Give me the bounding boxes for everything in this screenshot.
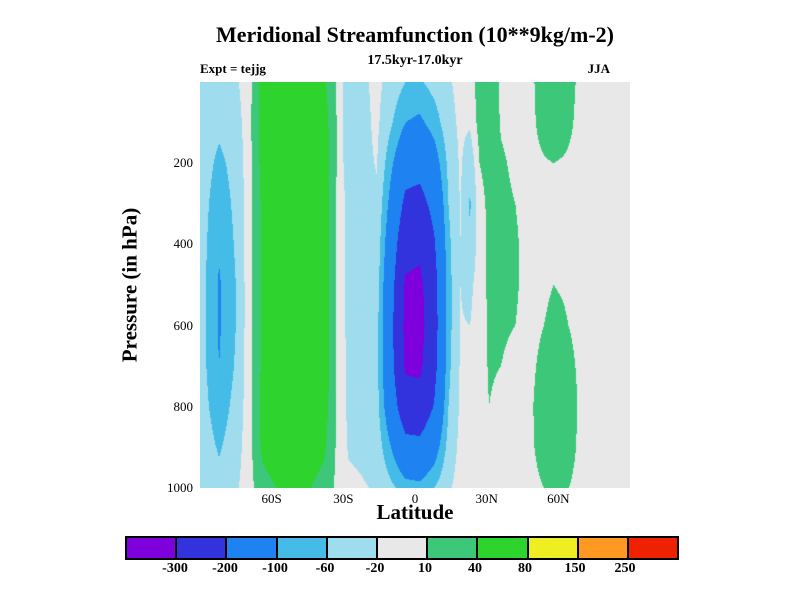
chart-subtitle: 17.5kyr-17.0kyr [367,53,463,68]
contour-field [200,82,630,488]
colorbar-tick-label: -100 [262,561,288,576]
colorbar-tick-label: 10 [418,561,432,576]
x-axis-title: Latitude [376,500,454,524]
chart-title: Meridional Streamfunction (10**9kg/m-2) [215,22,614,47]
colorbar-cell [526,538,577,558]
colorbar-tick-label: -20 [365,561,385,576]
colorbar-tick-label: 40 [468,561,482,576]
colorbar-tick-label: -300 [162,561,188,576]
colorbar [125,536,679,560]
colorbar-cell [426,538,477,558]
colorbar-cell [127,538,176,558]
y-tick-label: 1000 [167,480,193,495]
colorbar-tick-label: 250 [614,561,636,576]
colorbar-cell [476,538,527,558]
colorbar-tick-label: 80 [518,561,532,576]
colorbar-cell [375,538,427,558]
y-axis-title: Pressure (in hPa) [117,207,142,363]
colorbar-tick-label: -200 [212,561,238,576]
season-label: JJA [587,61,610,76]
colorbar-cell [175,538,226,558]
colorbar-cell [325,538,376,558]
y-tick-label: 800 [173,398,194,414]
x-tick-label: 30S [333,491,354,506]
y-tick-label: 600 [173,317,194,333]
colorbar-cell [626,538,678,558]
y-tick-label: 200 [173,155,194,171]
x-tick-label: 30N [475,491,498,506]
colorbar-cell [225,538,276,558]
x-tick-label: 60N [547,491,570,506]
experiment-label: Expt = tejjg [200,61,266,76]
colorbar-cell [275,538,326,558]
x-tick-label: 60S [261,491,282,506]
colorbar-tick-label: 150 [564,561,586,576]
y-tick-label: 400 [173,236,194,252]
x-tick-label: 0 [411,491,419,506]
colorbar-cell [576,538,627,558]
colorbar-tick-label: -60 [315,561,335,576]
